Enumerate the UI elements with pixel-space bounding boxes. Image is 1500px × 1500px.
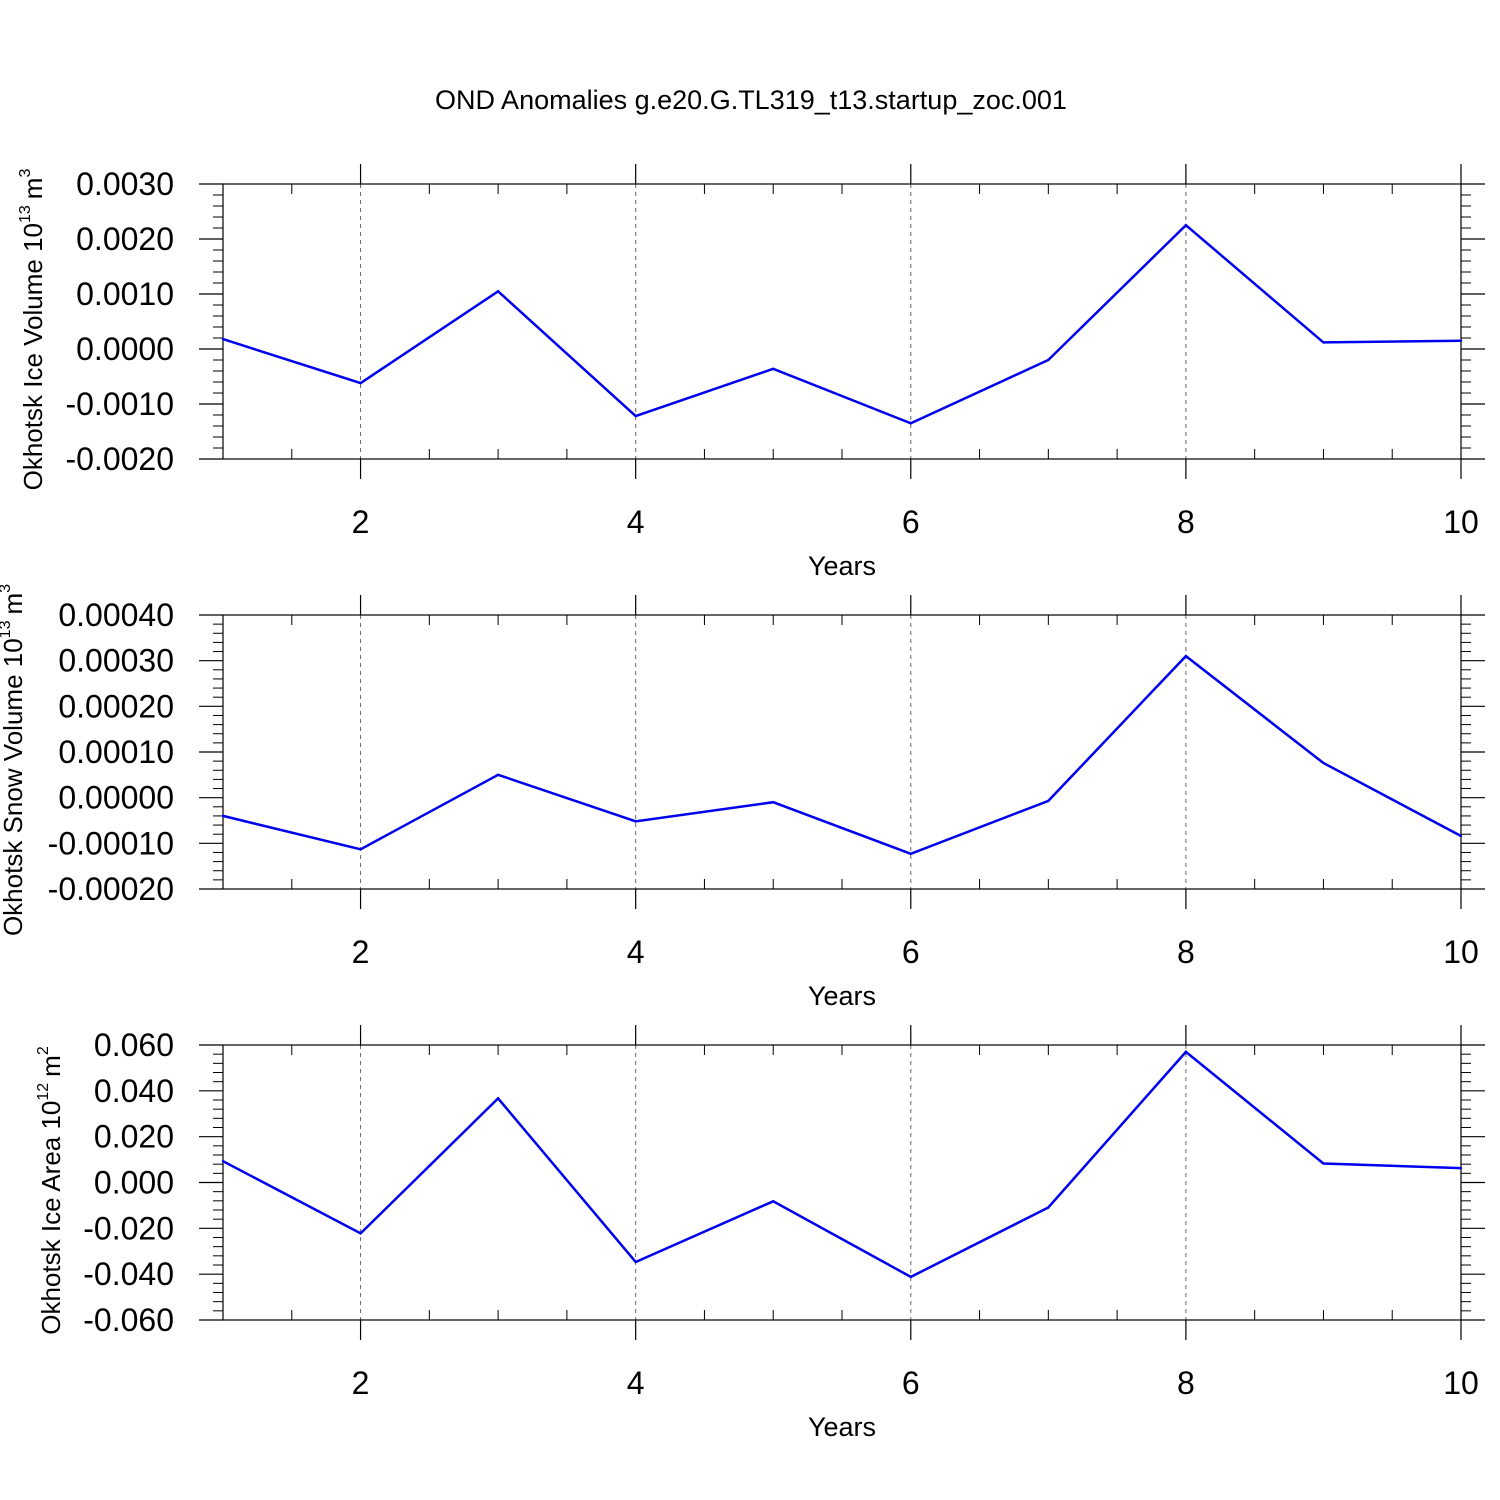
- y-axis-label-main: Okhotsk Snow Volume 10: [0, 638, 28, 936]
- data-point: [1047, 1206, 1050, 1209]
- x-tick-label: 8: [1177, 934, 1195, 970]
- y-tick-label: 0.0020: [76, 221, 174, 257]
- y-axis-label-unit: m: [0, 593, 28, 615]
- data-point: [1184, 1050, 1188, 1054]
- data-point: [221, 814, 225, 818]
- y-tick-label: 0.020: [94, 1119, 174, 1155]
- data-point: [1322, 1162, 1325, 1165]
- y-axis-label-unit-exp: 2: [35, 1046, 52, 1055]
- y-tick-label: 0.00000: [58, 780, 174, 816]
- series-line: [222, 223, 1462, 425]
- y-tick-label: 0.060: [94, 1027, 174, 1063]
- y-axis-label-main: Okhotsk Ice Volume 10: [18, 223, 48, 490]
- x-tick-label: 10: [1443, 504, 1479, 540]
- x-tick-label: 4: [627, 504, 645, 540]
- y-axis-label: Okhotsk Ice Area 1012 m2: [35, 1046, 66, 1335]
- y-tick-label: 0.040: [94, 1073, 174, 1109]
- y-tick-label: -0.0020: [65, 441, 174, 477]
- x-tick-label: 4: [627, 1365, 645, 1401]
- y-axis-label-unit: m: [36, 1055, 66, 1077]
- series-line: [222, 654, 1462, 856]
- x-tick-label: 2: [352, 1365, 370, 1401]
- x-tick-label: 6: [902, 504, 920, 540]
- data-point: [359, 848, 362, 851]
- data-point: [634, 1260, 637, 1264]
- data-point: [1184, 654, 1188, 658]
- data-point: [1047, 799, 1050, 803]
- series-line: [222, 1050, 1462, 1279]
- y-tick-label: 0.0000: [76, 331, 174, 367]
- x-tick-label: 6: [902, 1365, 920, 1401]
- y-axis-label-main: Okhotsk Ice Area 10: [36, 1101, 66, 1335]
- data-point: [772, 801, 775, 804]
- plot-frame: [222, 1044, 1462, 1321]
- data-point: [496, 1097, 500, 1100]
- data-point: [221, 1159, 225, 1163]
- y-tick-label: 0.00020: [58, 688, 174, 724]
- data-point: [772, 1200, 775, 1203]
- y-tick-label: -0.020: [83, 1210, 174, 1246]
- y-axis-label-unit-exp: 3: [17, 169, 34, 178]
- x-axis-label: Years: [808, 551, 876, 581]
- y-tick-label: -0.00020: [48, 871, 174, 907]
- data-point: [1459, 834, 1463, 838]
- y-tick-label: 0.000: [94, 1165, 174, 1201]
- y-axis-label: Okhotsk Snow Volume 1013 m3: [0, 584, 28, 936]
- y-axis-label: Okhotsk Ice Volume 1013 m3: [17, 169, 48, 491]
- data-point: [496, 773, 500, 777]
- x-tick-label: 4: [627, 934, 645, 970]
- data-point: [634, 820, 637, 823]
- y-axis-label-exp: 12: [35, 1083, 52, 1101]
- y-axis-label-exp: 13: [0, 620, 14, 638]
- y-tick-label: -0.00010: [48, 825, 174, 861]
- data-point: [1322, 341, 1325, 344]
- plot-frame: [222, 183, 1462, 460]
- x-tick-label: 6: [902, 934, 920, 970]
- y-tick-label: 0.00040: [58, 597, 174, 633]
- data-point: [359, 1232, 362, 1235]
- panel-2: 2 4 6 8 10 Years -0.00020 -0.00010 0.00000 0.0001…: [0, 584, 1485, 1011]
- y-axis-label-unit: m: [18, 178, 48, 200]
- y-tick-label: -0.0010: [65, 386, 174, 422]
- y-tick-label: 0.00010: [58, 734, 174, 770]
- data-point: [909, 1275, 912, 1279]
- plot-frame: [222, 614, 1462, 890]
- panel-3: 2 4 6 8 10 Years -0.060 -0.040 -0.020 0.000 0.020 0…: [35, 1025, 1485, 1442]
- x-tick-label: 8: [1177, 504, 1195, 540]
- y-axis-label-unit-exp: 3: [0, 584, 14, 593]
- data-point: [1459, 1166, 1463, 1170]
- data-point: [1047, 358, 1050, 362]
- y-tick-label: -0.060: [83, 1302, 174, 1338]
- x-tick-label: 8: [1177, 1365, 1195, 1401]
- y-axis-label-exp: 13: [17, 205, 34, 223]
- chart-title: OND Anomalies g.e20.G.TL319_t13.startup_…: [435, 85, 1067, 115]
- data-point: [359, 381, 362, 385]
- x-axis-label: Years: [808, 981, 876, 1011]
- y-tick-label: 0.0010: [76, 276, 174, 312]
- data-point: [1322, 761, 1325, 765]
- data-point: [1459, 339, 1463, 342]
- y-tick-label: 0.00030: [58, 643, 174, 679]
- data-point: [772, 367, 775, 370]
- x-tick-label: 2: [352, 934, 370, 970]
- data-point: [1184, 224, 1188, 227]
- data-point: [909, 422, 912, 425]
- data-point: [221, 337, 225, 341]
- x-tick-label: 10: [1443, 934, 1479, 970]
- data-point: [634, 414, 637, 418]
- x-tick-label: 2: [352, 504, 370, 540]
- data-point: [496, 290, 500, 293]
- x-axis-label: Years: [808, 1412, 876, 1442]
- y-tick-label: -0.040: [83, 1256, 174, 1292]
- y-tick-label: 0.0030: [76, 166, 174, 202]
- data-point: [909, 852, 912, 856]
- panel-1: 2 4 6 8 10 Years -0.0020 -0.0010 0.0000 0.0010 0.0…: [17, 164, 1485, 581]
- x-tick-label: 10: [1443, 1365, 1479, 1401]
